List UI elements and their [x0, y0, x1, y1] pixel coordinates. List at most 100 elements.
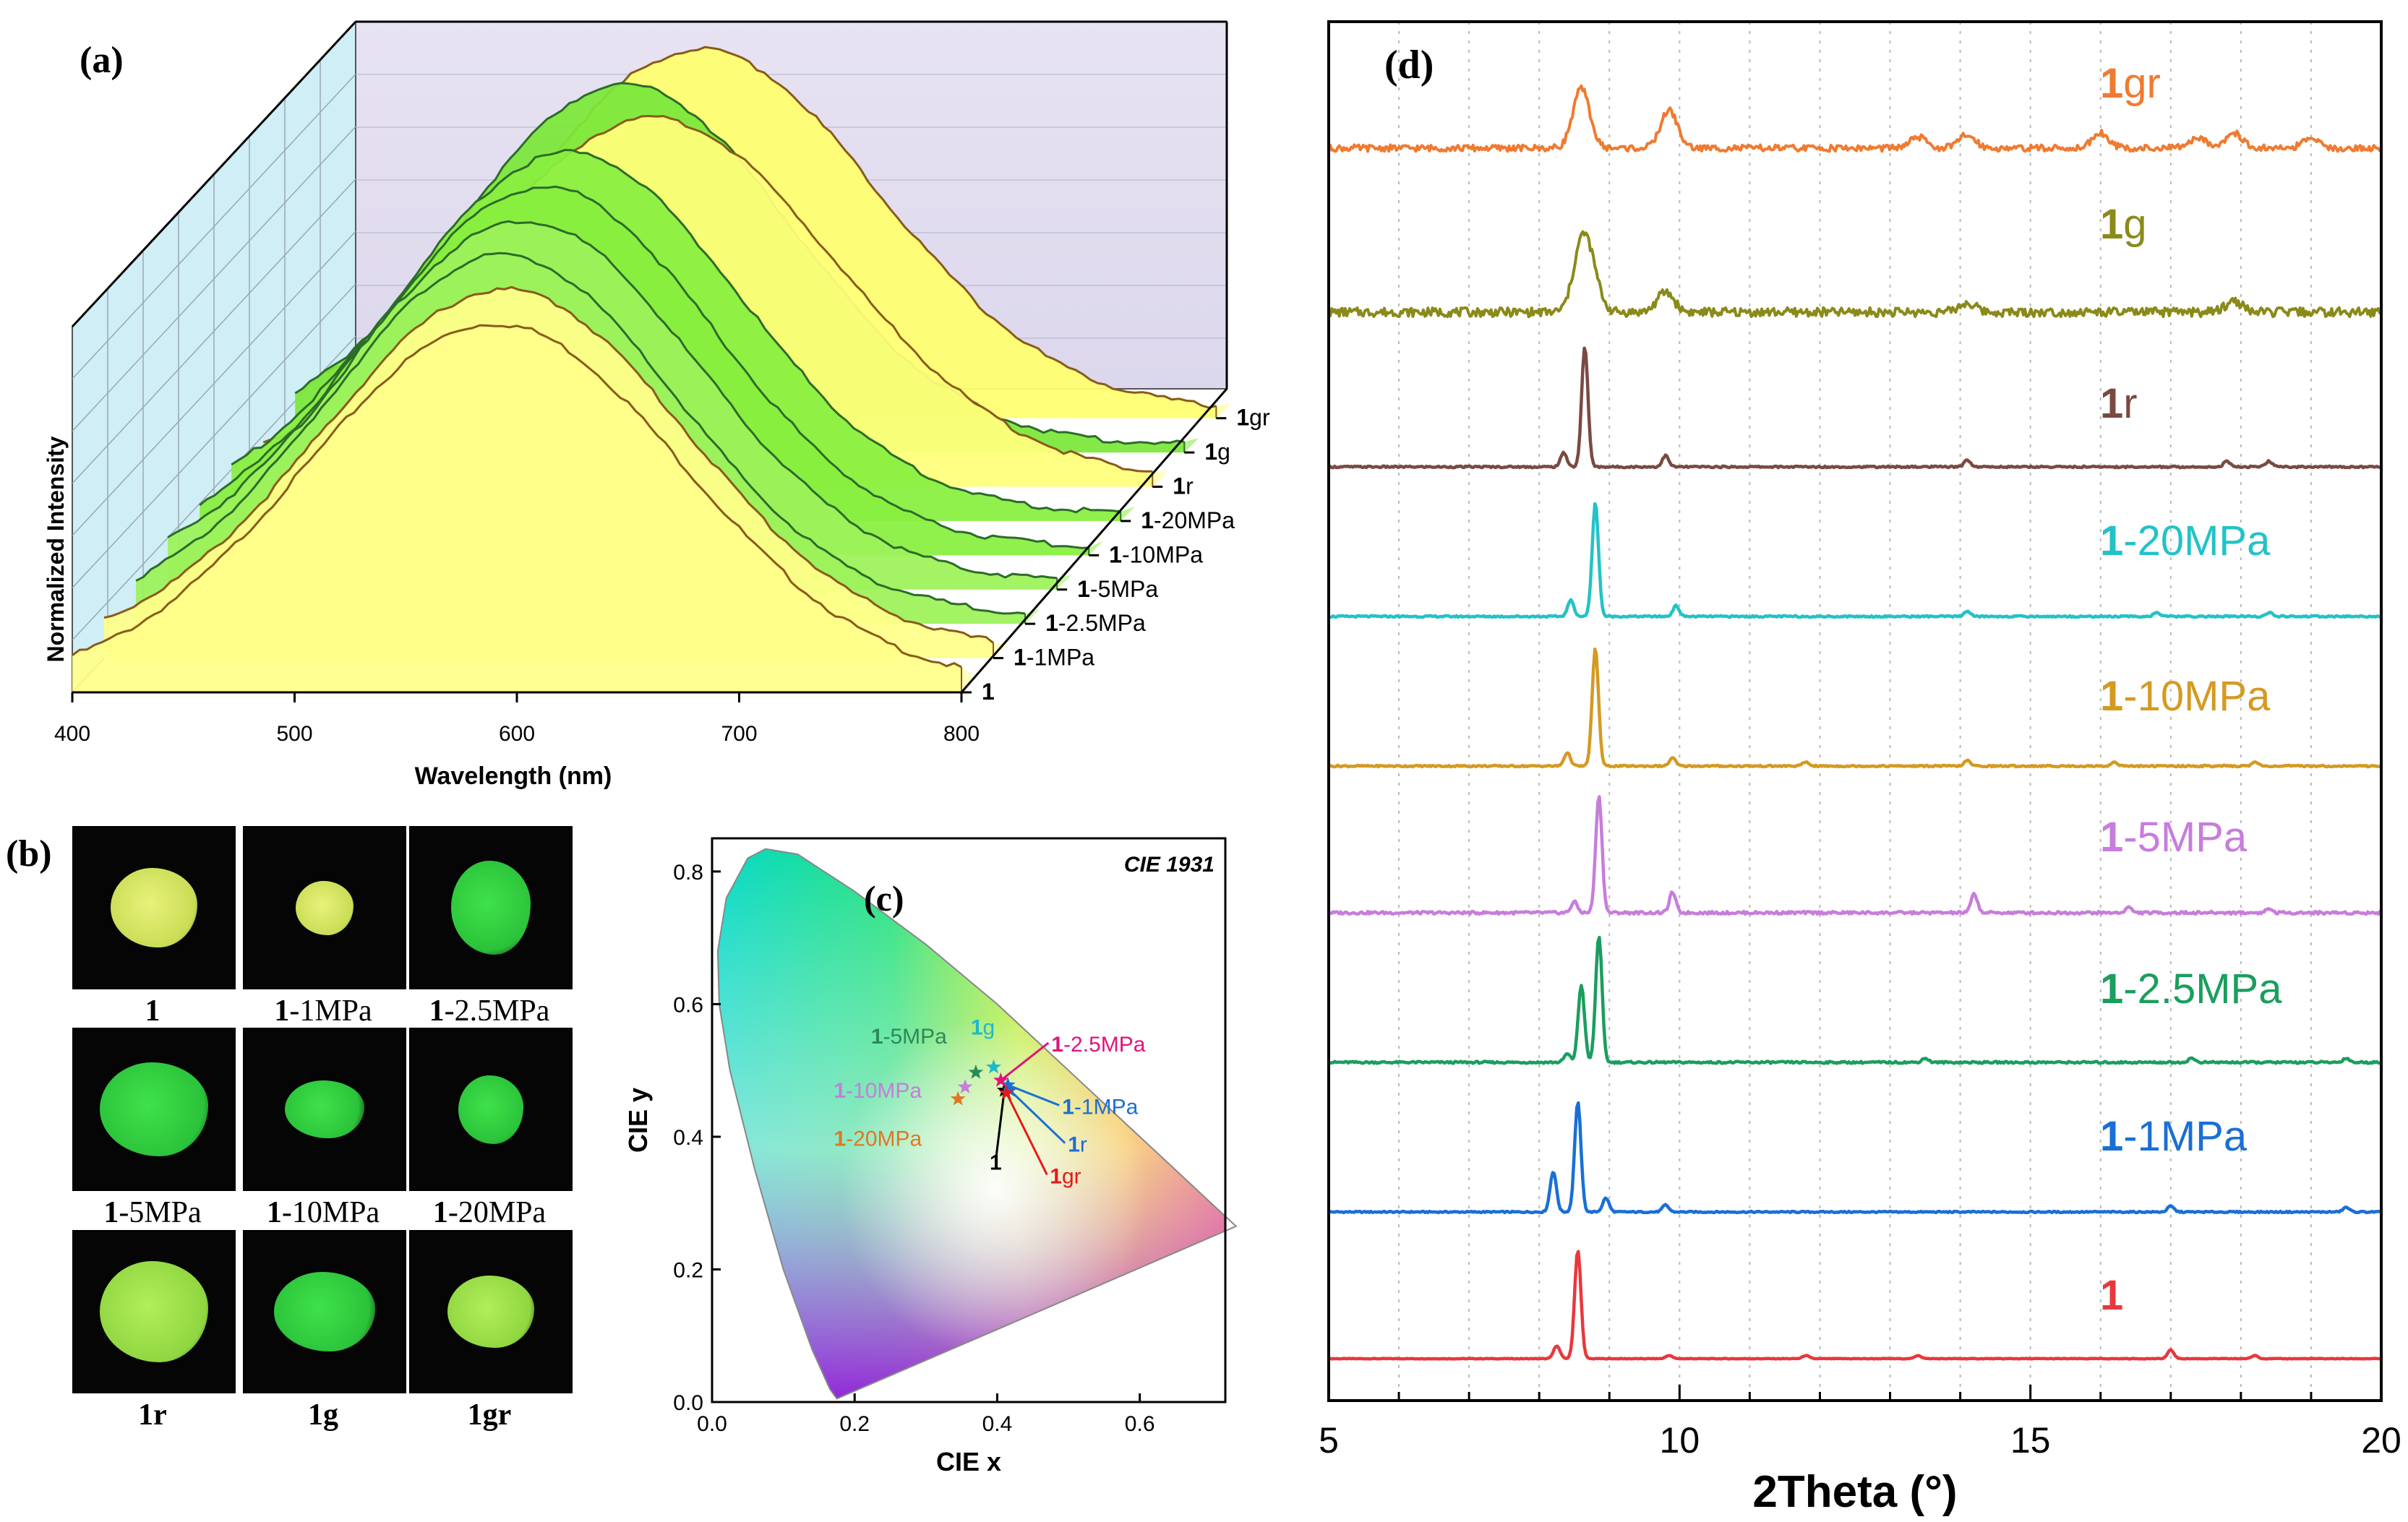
panel-d-series-label-suffix: -5MPa	[2123, 814, 2248, 861]
panel-b-photo-label: 1-2.5MPa	[408, 994, 571, 1028]
panel-c-point-label-prefix: 1	[1068, 1133, 1080, 1157]
cie-spectral-locus	[716, 848, 1238, 1400]
panel-c-point-arrow	[1005, 1092, 1048, 1176]
panel-b-photo-label-prefix: 1	[308, 1398, 323, 1432]
panel-d-pattern-line	[1327, 647, 2382, 769]
panel-c-x-tick-label: 0.4	[982, 1412, 1013, 1436]
panel-c-y-label: CIE y	[623, 1088, 653, 1153]
panel-b-photo	[72, 1230, 236, 1393]
panel-a-spectrum-line-2	[135, 251, 1026, 615]
panel-d-series-label-prefix: 1	[2100, 201, 2123, 248]
panel-b-sample-blob	[458, 1075, 523, 1144]
cie-gamut	[717, 848, 1225, 1399]
panel-c-y-tick-label: 0.6	[673, 993, 703, 1017]
panel-d-x-tick-label: 10	[1660, 1420, 1700, 1461]
panel-a-series-label-prefix: 1	[1045, 610, 1058, 636]
panel-b-photo-label-suffix: gr	[482, 1398, 512, 1432]
panel-a-series-label-suffix: -2.5MPa	[1058, 610, 1146, 636]
panel-a-series-label: 1gr	[1236, 405, 1270, 431]
panel-c-label: (c)	[864, 878, 904, 919]
panel-a-series-label-prefix: 1	[1109, 541, 1122, 567]
panel-a-y-label: Normalized Intensity	[43, 436, 69, 662]
panel-d-series-label: 1gr	[2100, 60, 2161, 107]
panel-b-photo-label-prefix: 1	[138, 1398, 154, 1432]
panel-a-series-label-suffix: -5MPa	[1090, 576, 1158, 602]
panel-d-pattern-line	[1328, 795, 2383, 916]
panel-c-point-label-suffix: g	[983, 1016, 995, 1040]
panel-b-photo-label: 1	[71, 994, 234, 1028]
panel-d-pattern-line	[1327, 84, 2383, 153]
panel-a-x-label: Wavelength (nm)	[415, 762, 612, 790]
panel-c-point-label-prefix: 1	[871, 1025, 883, 1049]
panel-b-photo-label-suffix: -1MPa	[289, 994, 372, 1028]
panel-b-photo-label-prefix: 1	[145, 994, 160, 1028]
panel-b-sample-blob	[111, 868, 197, 947]
panel-d-series-label-prefix: 1	[2100, 1272, 2123, 1319]
panel-c-point-label: 1gr	[1050, 1164, 1081, 1188]
panel-a-series-label-prefix: 1	[1141, 507, 1154, 533]
panel-d-pattern-line	[1328, 1250, 2382, 1361]
panel-b-sample-blob	[296, 880, 354, 935]
panel-a-spectrum-line-4	[199, 185, 1089, 549]
panel-c-y-tick-label: 0.8	[673, 861, 703, 885]
panel-d-series-labels: 11-1MPa1-2.5MPa1-5MPa1-10MPa1-20MPa1r1g1…	[2100, 60, 2282, 1319]
panel-c-point-label-suffix: -5MPa	[883, 1025, 948, 1049]
panel-d-x-label: 2Theta (°)	[1752, 1467, 1957, 1517]
panel-b-sample-blob	[100, 1261, 208, 1362]
panel-c-point-label-prefix: 1	[1062, 1095, 1074, 1119]
panel-c-frame	[711, 837, 1227, 1403]
panel-a-x-tick-label: 400	[54, 722, 90, 746]
panel-a-x-tick-label: 500	[276, 722, 312, 746]
panel-b-photo-label-suffix: -20MPa	[447, 1196, 547, 1229]
panel-a-series-label: 1-2.5MPa	[1045, 610, 1146, 636]
panel-b-photo-label-suffix: -10MPa	[281, 1196, 380, 1229]
panel-d-series-label-suffix: g	[2123, 201, 2146, 248]
panel-c-point-marker	[1002, 1082, 1018, 1097]
panel-a-series-label-suffix: r	[1186, 473, 1194, 499]
panel-a-series-label-suffix: -20MPa	[1154, 507, 1235, 533]
panel-d-pattern-line	[1328, 230, 2382, 319]
panel-a-spectrum-line-0	[72, 324, 962, 668]
panel-b-photo-label: 1r	[71, 1398, 234, 1432]
panel-b-photo-label-prefix: 1	[274, 994, 290, 1028]
panel-c-point-label-suffix: -10MPa	[846, 1079, 922, 1103]
panel-a-series-label-prefix: 1	[1204, 439, 1217, 465]
panel-b-photo-label: 1-20MPa	[408, 1195, 571, 1230]
panel-c-point-arrow	[1009, 1089, 1066, 1144]
panel-b-photo-label-prefix: 1	[266, 1196, 282, 1229]
panel-d-pattern-line	[1328, 346, 2382, 470]
panel-b-photo-label: 1gr	[408, 1398, 571, 1432]
panel-c-point-marker	[957, 1079, 973, 1093]
panel-d-x-tick-label: 15	[2010, 1420, 2051, 1461]
panel-a-series-label-prefix: 1	[1173, 473, 1186, 499]
panel-a-spectra	[72, 46, 1231, 692]
panel-c-y-tick-label: 0.2	[673, 1258, 703, 1282]
panel-d-series-label-prefix: 1	[2100, 1113, 2123, 1160]
panel-c-point-label-prefix: 1	[1050, 1164, 1062, 1188]
panel-d-series-label-prefix: 1	[2100, 60, 2123, 107]
panel-d-x-tick-label: 5	[1319, 1420, 1339, 1461]
panel-c-point-arrow	[1000, 1041, 1050, 1082]
panel-c-y-tick-label: 0.0	[673, 1391, 703, 1415]
panel-c-point-arrow	[994, 1090, 1006, 1161]
panel-c-point-marker	[950, 1091, 966, 1106]
panel-d-series-label-suffix: -2.5MPa	[2123, 966, 2282, 1012]
panel-b-sample-blob	[451, 861, 531, 955]
panel-a-x-tick-label: 600	[499, 722, 535, 746]
panel-a-spectrum-area-0	[72, 325, 961, 692]
panel-b-photo	[409, 1028, 573, 1191]
panel-c-title: CIE 1931	[1124, 853, 1214, 877]
panel-c-point-label-suffix: -20MPa	[846, 1127, 922, 1151]
panel-d: 5 10 15 20 11-1MPa1-2.5MPa1-5MPa1-10MPa1-20…	[1319, 20, 2401, 1517]
panel-c-point-label: 1r	[1068, 1133, 1087, 1157]
panel-c-point-label: 1-2.5MPa	[1051, 1033, 1145, 1057]
panel-b-photo	[243, 1230, 406, 1393]
panel-b-photo	[243, 826, 406, 989]
panel-c-point-label: 1	[990, 1151, 1002, 1175]
panel-d-label: (d)	[1384, 43, 1434, 87]
panel-b-photo-label-suffix: -5MPa	[119, 1196, 202, 1229]
panel-d-series-label-suffix: -1MPa	[2123, 1113, 2248, 1160]
panel-a-series-label: 1-5MPa	[1077, 576, 1158, 602]
